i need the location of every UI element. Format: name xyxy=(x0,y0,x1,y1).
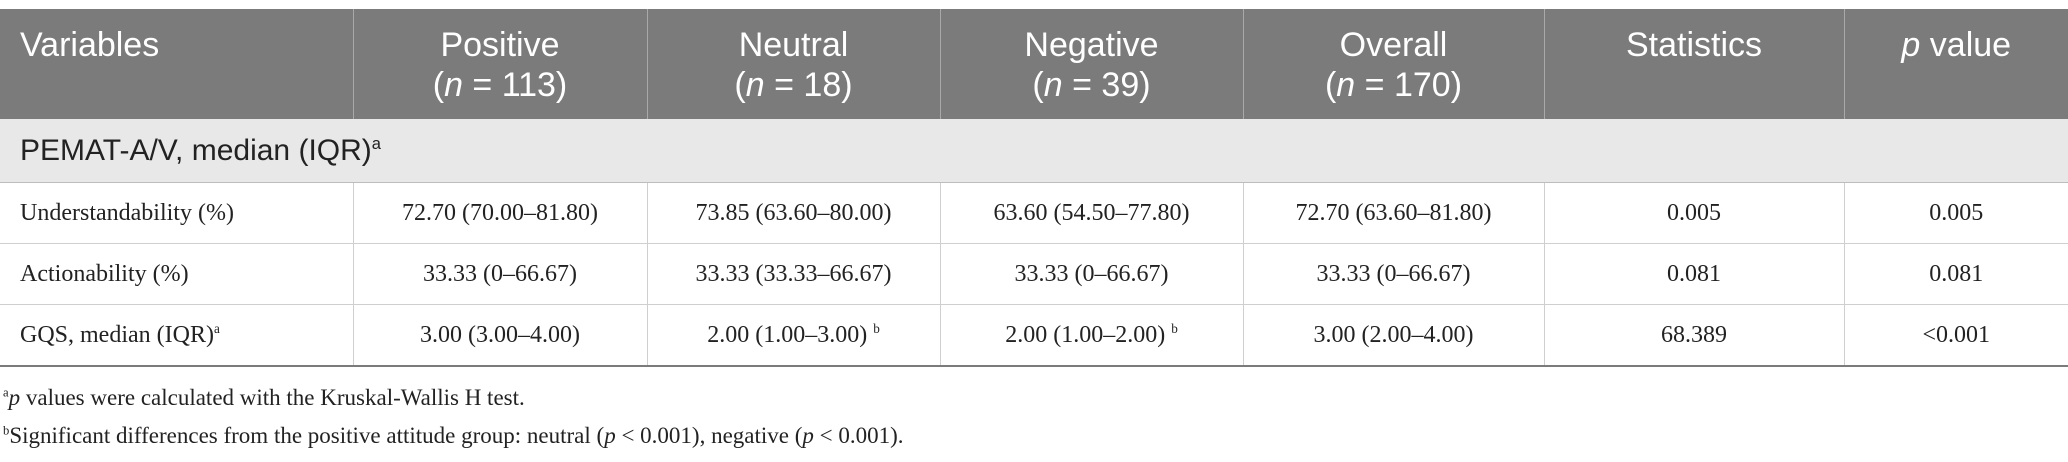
cell-statistics: 0.081 xyxy=(1543,243,1844,305)
header-positive-title: Positive xyxy=(440,26,560,64)
header-pvalue: p value xyxy=(1843,9,2068,119)
row-label: Understandability (%) xyxy=(0,182,353,244)
header-overall: Overall (n = 170) xyxy=(1242,9,1544,119)
table-row: GQS, median (IQR)a 3.00 (3.00–4.00) 2.00… xyxy=(0,304,2068,367)
cell-negative: 2.00 (1.00–2.00) b xyxy=(939,304,1243,367)
header-negative-title: Negative xyxy=(1024,26,1159,64)
cell-neutral: 2.00 (1.00–3.00) b xyxy=(646,304,940,367)
cell-pvalue: <0.001 xyxy=(1843,304,2068,367)
row-label: Actionability (%) xyxy=(0,243,353,305)
footnote-b: bSignificant differences from the positi… xyxy=(3,423,904,448)
cell-positive: 3.00 (3.00–4.00) xyxy=(352,304,647,367)
header-neutral-title: Neutral xyxy=(738,26,849,64)
header-neutral: Neutral (n = 18) xyxy=(646,9,940,119)
header-statistics: Statistics xyxy=(1543,9,1844,119)
header-overall-title: Overall xyxy=(1339,26,1448,64)
cell-pvalue: 0.005 xyxy=(1843,182,2068,244)
results-table-container: Variables Positive (n = 113) Neutral (n … xyxy=(0,9,2068,367)
cell-positive: 33.33 (0–66.67) xyxy=(352,243,647,305)
cell-neutral: 73.85 (63.60–80.00) xyxy=(646,182,940,244)
cell-overall: 72.70 (63.60–81.80) xyxy=(1242,182,1544,244)
cell-neutral: 33.33 (33.33–66.67) xyxy=(646,243,940,305)
results-table: Variables Positive (n = 113) Neutral (n … xyxy=(0,9,2068,367)
section-row: PEMAT-A/V, median (IQR)a xyxy=(0,119,2068,183)
footnote-a: ap values were calculated with the Krusk… xyxy=(3,385,525,410)
cell-overall: 33.33 (0–66.67) xyxy=(1242,243,1544,305)
table-row: Understandability (%) 72.70 (70.00–81.80… xyxy=(0,182,2068,244)
table-header: Variables Positive (n = 113) Neutral (n … xyxy=(0,9,2068,119)
cell-negative: 63.60 (54.50–77.80) xyxy=(939,182,1243,244)
section-label: PEMAT-A/V, median (IQR)a xyxy=(0,119,2068,183)
header-positive: Positive (n = 113) xyxy=(352,9,647,119)
cell-negative: 33.33 (0–66.67) xyxy=(939,243,1243,305)
table-section: PEMAT-A/V, median (IQR)a xyxy=(0,119,2068,183)
header-variables: Variables xyxy=(0,9,353,119)
row-label: GQS, median (IQR)a xyxy=(0,304,353,367)
table-body: Understandability (%) 72.70 (70.00–81.80… xyxy=(0,182,2068,367)
cell-statistics: 68.389 xyxy=(1543,304,1844,367)
header-negative: Negative (n = 39) xyxy=(939,9,1243,119)
cell-overall: 3.00 (2.00–4.00) xyxy=(1242,304,1544,367)
table-row: Actionability (%) 33.33 (0–66.67) 33.33 … xyxy=(0,243,2068,305)
cell-statistics: 0.005 xyxy=(1543,182,1844,244)
header-row: Variables Positive (n = 113) Neutral (n … xyxy=(0,9,2068,119)
cell-pvalue: 0.081 xyxy=(1843,243,2068,305)
cell-positive: 72.70 (70.00–81.80) xyxy=(352,182,647,244)
